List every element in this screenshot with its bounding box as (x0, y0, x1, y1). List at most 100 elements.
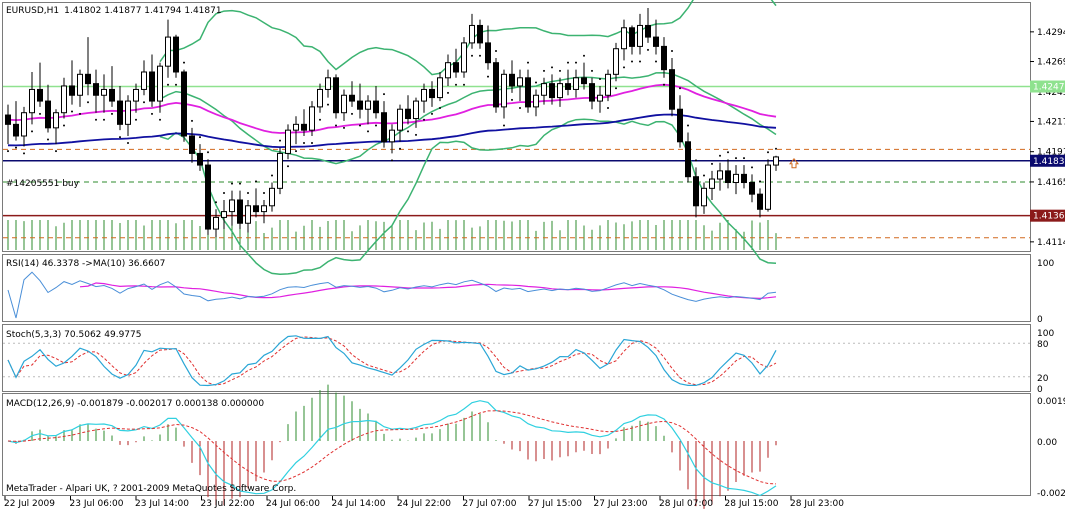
sar-dot (631, 60, 633, 63)
time-label: 24 Jul 06:00 (266, 499, 320, 509)
sar-dot (639, 60, 641, 63)
stoch-tick-label: 20 (1037, 374, 1049, 384)
candle-body (165, 36, 171, 67)
sar-dot (247, 191, 249, 194)
sar-dot (607, 107, 609, 110)
sar-dot (479, 54, 481, 57)
sar-dot (271, 174, 273, 177)
candle-body (677, 108, 683, 143)
sar-dot (87, 101, 89, 104)
sar-dot (767, 151, 769, 154)
candle-body (565, 83, 571, 90)
candle-body (557, 83, 563, 99)
rsi-label: RSI(14) 46.3378 ->MA(10) 36.6607 (6, 259, 165, 269)
macd-layer (7, 384, 777, 509)
stoch-label: Stoch(5,3,3) 70.5062 49.9775 (6, 330, 141, 340)
candle-body (525, 77, 531, 108)
sar-dot (351, 112, 353, 115)
candle-body (765, 164, 771, 210)
macd-label: MACD(12,26,9) -0.001879 -0.002017 0.0001… (6, 399, 264, 409)
sar-dot (151, 112, 153, 115)
candle-body (133, 88, 139, 102)
time-label: 27 Jul 07:00 (463, 499, 517, 509)
candle-body (381, 112, 387, 143)
sar-dot (567, 61, 569, 64)
sar-dot (71, 110, 73, 113)
time-label: 23 Jul 14:00 (135, 499, 189, 509)
stoch-tick-label: 0 (1037, 385, 1043, 395)
order-label: #14205551 buy (6, 179, 80, 189)
buy-arrow-icon (788, 157, 800, 169)
candle-body (405, 108, 411, 120)
candle-body (317, 88, 323, 108)
price-tick-label: 1.42690 (1037, 58, 1065, 68)
candle-body (413, 100, 419, 120)
chart-header: EURUSD,H1 1.41802 1.41877 1.41794 1.41871 (6, 6, 222, 16)
sar-dot (431, 112, 433, 115)
price-tag (1030, 209, 1065, 222)
candle-body (101, 88, 107, 96)
sar-dot (7, 150, 9, 153)
sar-dot (279, 139, 281, 142)
candle-body (717, 170, 723, 180)
candle-body (637, 24, 643, 47)
candle-body (301, 123, 307, 131)
sar-dot (255, 180, 257, 183)
sar-dot (559, 69, 561, 72)
sar-dot (55, 150, 57, 153)
sar-dot (183, 61, 185, 64)
candle-body (685, 141, 691, 178)
sar-dot (95, 118, 97, 121)
candle-body (701, 187, 707, 207)
sar-dot (591, 69, 593, 72)
candle-body (61, 85, 67, 114)
candle-body (429, 88, 435, 99)
candle-body (373, 100, 379, 114)
candle-body (45, 100, 51, 129)
stoch-layer (3, 335, 1030, 387)
sar-dot (503, 124, 505, 127)
price-tag-label: 1.42475 (1033, 83, 1065, 93)
candle-body (13, 123, 19, 137)
time-label: 27 Jul 23:00 (594, 499, 648, 509)
sar-dot (287, 165, 289, 168)
sar-dot (423, 118, 425, 121)
copyright-text: MetaTrader - Alpari UK, ? 2001-2009 Meta… (6, 484, 296, 494)
candle-body (37, 88, 43, 102)
time-label: 23 Jul 06:00 (70, 499, 124, 509)
candle-body (29, 88, 35, 114)
candle-body (597, 94, 603, 102)
sar-dot (359, 124, 361, 127)
sar-dot (23, 152, 25, 155)
candle-body (157, 65, 163, 102)
sar-dot (263, 191, 265, 194)
candle-body (85, 73, 91, 85)
sar-dot (623, 66, 625, 69)
sar-dot (375, 124, 377, 127)
candle-body (77, 73, 83, 96)
sar-dot (47, 138, 49, 141)
candle-body (645, 24, 651, 38)
candle-body (141, 71, 147, 90)
sar-dot (655, 60, 657, 63)
time-label: 24 Jul 22:00 (397, 499, 451, 509)
sar-dot (143, 101, 145, 104)
sar-dot (719, 154, 721, 157)
candle-body (421, 88, 427, 102)
sar-dot (191, 119, 193, 122)
time-label: 28 Jul 07:00 (659, 499, 713, 509)
main-price-layer (3, 0, 1030, 275)
sar-dot (735, 157, 737, 160)
candle-body (365, 100, 371, 110)
sar-dot (311, 141, 313, 144)
sar-dot (159, 118, 161, 121)
price-tag (1030, 154, 1065, 167)
sar-dot (751, 166, 753, 169)
price-tag-label: 1.41837 (1033, 157, 1065, 167)
candle-body (253, 205, 259, 213)
candle-body (69, 85, 75, 96)
sar-dot (727, 151, 729, 154)
rsi-panel-frame (2, 254, 1031, 322)
candle-body (741, 173, 747, 184)
rsi-line (7, 271, 777, 319)
